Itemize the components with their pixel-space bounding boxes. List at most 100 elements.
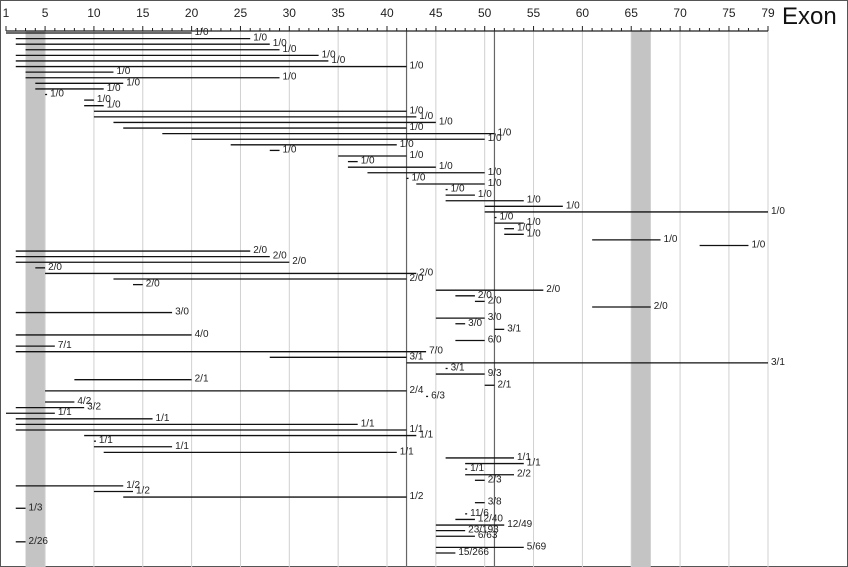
segment-label: 1/0 (488, 167, 502, 178)
x-tick-label-45: 45 (429, 6, 443, 20)
segment-label: 3/1 (507, 323, 521, 334)
segment-label: 1/1 (470, 463, 484, 474)
x-tick-label-70: 70 (673, 6, 687, 20)
segment-label: 1/0 (273, 38, 287, 49)
segment-label: 23/193 (468, 525, 499, 536)
segment-label: 1/0 (283, 144, 297, 155)
segment-label: 1/0 (116, 66, 130, 77)
segment-label: 2/0 (253, 245, 267, 256)
segment-label: 1/1 (410, 424, 424, 435)
x-axis-title: Exon (782, 3, 837, 30)
segment-label: 2/0 (273, 251, 287, 262)
x-tick-label-30: 30 (283, 6, 297, 20)
x-tick-label-55: 55 (527, 6, 541, 20)
segment-label: 1/0 (439, 161, 453, 172)
segment-label: 1/0 (410, 61, 424, 72)
segment-label: 1/0 (126, 77, 140, 88)
segment-label: 3/1 (451, 362, 465, 373)
segment-label: 1/0 (771, 206, 785, 217)
segment-label: 1/1 (58, 407, 72, 418)
x-tick-label-25: 25 (234, 6, 248, 20)
x-tick-label-40: 40 (380, 6, 394, 20)
segment-label: 2/0 (292, 256, 306, 267)
segment-label: 1/0 (497, 128, 511, 139)
segment-label: 1/0 (410, 105, 424, 116)
segment-label: 2/0 (546, 284, 560, 295)
segment-label: 2/0 (410, 273, 424, 284)
segment-label: 6/0 (488, 335, 502, 346)
segment-label: 2/0 (419, 267, 433, 278)
segment-label: 1/3 (29, 502, 43, 513)
segment-label: 1/0 (361, 156, 375, 167)
segment-label: 1/0 (107, 83, 121, 94)
segment-label: 1/1 (419, 430, 433, 441)
x-tick-label-35: 35 (331, 6, 345, 20)
segment-label: 1/1 (517, 452, 531, 463)
segment-label: 1/0 (478, 189, 492, 200)
segment-label: 1/0 (566, 200, 580, 211)
segment-label: 1/0 (527, 217, 541, 228)
segment-label: 15/266 (458, 547, 489, 558)
segment-label: 1/0 (253, 33, 267, 44)
segment-label: 1/1 (156, 413, 170, 424)
segment-label: 1/0 (488, 133, 502, 144)
segment-label: 3/1 (771, 357, 785, 368)
segment-label: 1/2 (136, 485, 150, 496)
segment-label: 1/0 (499, 212, 513, 223)
segment-label: 1/0 (400, 139, 414, 150)
x-tick-label-65: 65 (625, 6, 639, 20)
segment-label: 2/1 (195, 374, 209, 385)
shaded-region-0 (25, 31, 46, 567)
segment-label: 1/1 (361, 418, 375, 429)
x-tick-label-15: 15 (136, 6, 150, 20)
segment-label: 1/2 (410, 491, 424, 502)
segment-label: 3/0 (488, 312, 502, 323)
segment-label: 1/0 (517, 223, 531, 234)
segment-label: 1/0 (527, 195, 541, 206)
segment-label: 2/1 (497, 379, 511, 390)
x-tick-label-79: 79 (761, 6, 775, 20)
segment-label: 1/0 (97, 94, 111, 105)
segment-label: 1/0 (419, 111, 433, 122)
segment-label: 2/4 (410, 385, 424, 396)
segment-label: 4/0 (195, 329, 209, 340)
segment-label: 2/0 (146, 279, 160, 290)
segment-label: 7/0 (429, 346, 443, 357)
segment-label: 1/0 (488, 178, 502, 189)
shaded-region-1 (631, 31, 651, 567)
x-tick-label-10: 10 (87, 6, 101, 20)
segment-label: 1/1 (175, 441, 189, 452)
segment-label: 1/0 (410, 150, 424, 161)
segment-label: 2/3 (488, 474, 502, 485)
vertical-grid (44, 31, 769, 567)
segment-label: 1/0 (195, 27, 209, 38)
segment-label: 3/0 (468, 318, 482, 329)
segment-label: 3/8 (488, 497, 502, 508)
segment-label: 1/0 (451, 184, 465, 195)
segment-label: 4/2 (77, 396, 91, 407)
segment-label: 3/2 (87, 402, 101, 413)
x-tick-label-50: 50 (478, 6, 492, 20)
segment-label: 1/1 (99, 435, 113, 446)
segment-label: 11/6 (470, 508, 489, 519)
x-tick-label-5: 5 (42, 6, 49, 20)
segment-label: 1/0 (751, 239, 765, 250)
segment-label: 2/0 (654, 301, 668, 312)
segment-label: 3/0 (175, 307, 189, 318)
segment-label: 6/63 (478, 530, 498, 541)
segment-label: 1/0 (107, 100, 121, 111)
segment-label: 7/1 (58, 340, 72, 351)
segment-label: 6/3 (431, 390, 445, 401)
segment-label: 1/0 (410, 122, 424, 133)
x-axis: 1 5 10 15 20 25 30 35 40 45 50 55 60 65 70 75 79 (3, 6, 775, 32)
shaded-regions (25, 31, 651, 567)
x-tick-label-75: 75 (722, 6, 736, 20)
segment-label: 1/0 (664, 234, 678, 245)
segment-label: 2/0 (48, 262, 62, 273)
segment-label: 5/69 (527, 541, 547, 552)
segment-label: 1/0 (283, 44, 297, 55)
segment-label: 2/0 (478, 290, 492, 301)
segment-label: 1/0 (439, 116, 453, 127)
segment-label: 1/1 (527, 458, 541, 469)
